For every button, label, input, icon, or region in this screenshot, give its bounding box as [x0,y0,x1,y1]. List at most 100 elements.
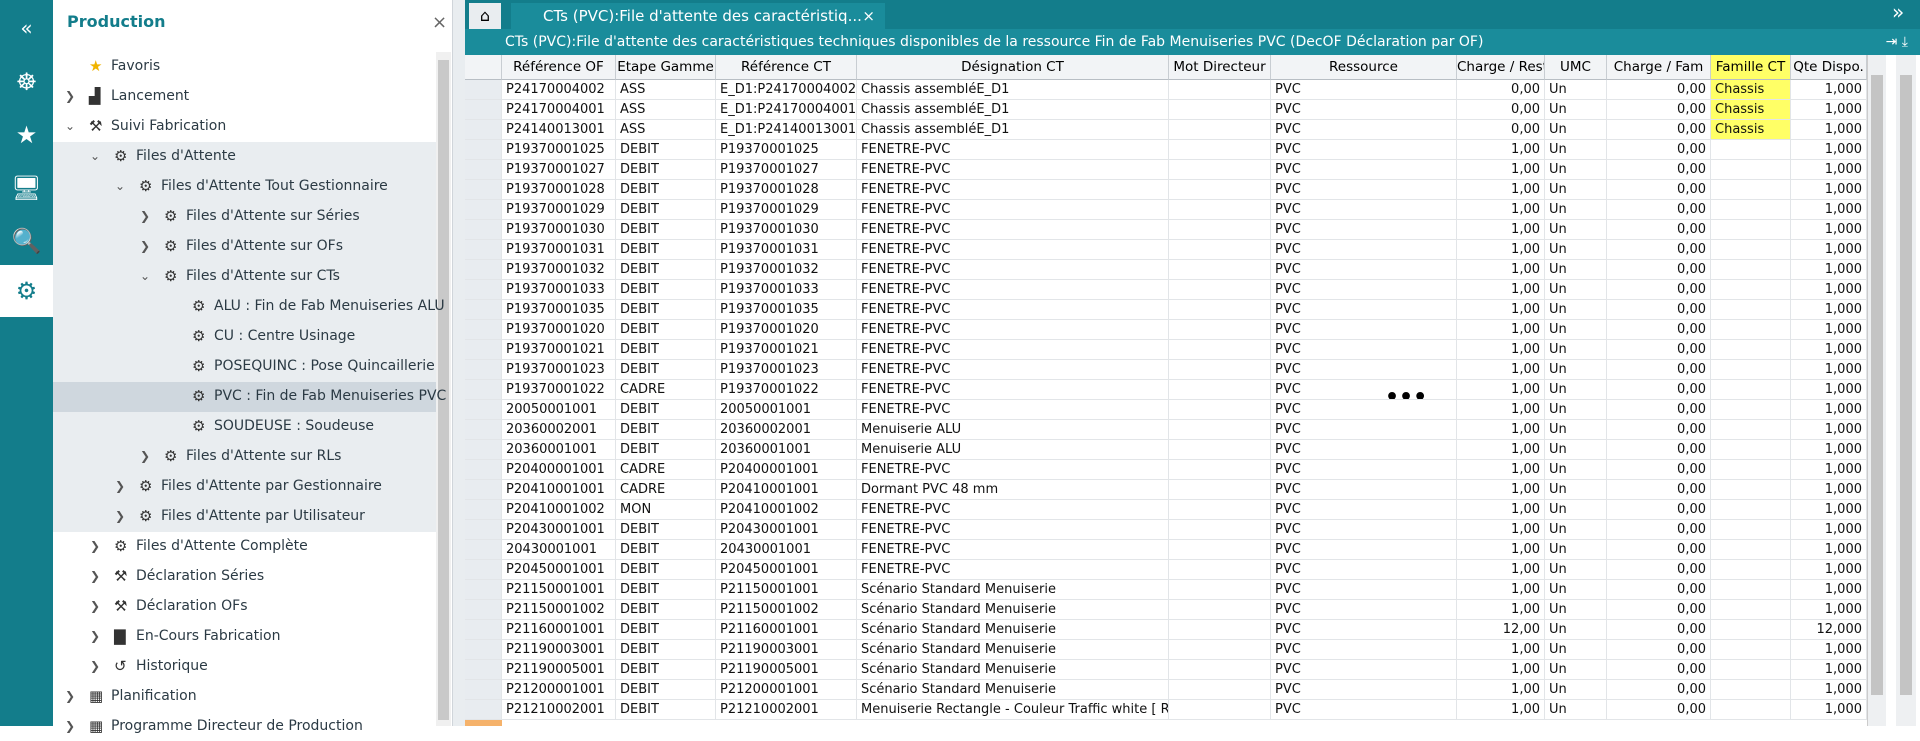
tree-item[interactable]: Planification [111,688,197,704]
side-icon[interactable]: ★ [15,121,38,149]
row-selector[interactable] [465,700,502,720]
tree-chevron[interactable]: ❯ [65,689,76,703]
tree-item[interactable]: Suivi Fabrication [111,118,227,134]
column-header[interactable]: UMC [1545,55,1607,80]
row-selector[interactable] [465,540,502,560]
column-header[interactable]: Référence CT [716,55,857,80]
row-selector[interactable] [465,140,502,160]
grid-cell: PVC [1271,180,1457,200]
grid-cell: 0,00 [1607,420,1711,440]
tree-item[interactable]: Files d'Attente sur OFs [186,238,343,254]
column-header[interactable]: Référence OF [502,55,616,80]
tree-item[interactable]: POSEQUINC : Pose Quincaillerie [214,358,435,374]
tree-chevron[interactable]: ⌄ [140,269,151,283]
row-selector[interactable] [465,580,502,600]
row-selector[interactable] [465,420,502,440]
tree-item[interactable]: SOUDEUSE : Soudeuse [214,418,374,434]
row-selector[interactable] [465,100,502,120]
column-header[interactable]: Qte Dispo. [1791,55,1867,80]
tree-chevron[interactable]: ❯ [65,719,76,733]
tree-item[interactable]: Files d'Attente par Utilisateur [161,508,365,524]
row-selector[interactable] [465,80,502,100]
row-selector[interactable] [465,620,502,640]
row-selector[interactable] [465,560,502,580]
row-selector[interactable] [465,460,502,480]
tree-item[interactable]: Files d'Attente Complète [136,538,308,554]
tree-item[interactable]: Déclaration Séries [136,568,265,584]
tree-item[interactable]: CU : Centre Usinage [214,328,356,344]
grid-cell: DEBIT [616,280,716,300]
column-header[interactable]: Etape Gamme [616,55,716,80]
column-header[interactable]: Désignation CT [857,55,1169,80]
row-selector[interactable] [465,640,502,660]
tree-chevron[interactable]: ⌄ [65,119,76,133]
tree-chevron[interactable]: ⌄ [115,179,126,193]
row-selector[interactable] [465,380,502,400]
splitter[interactable] [453,0,465,726]
side-icon[interactable]: ⚙ [0,265,53,317]
column-header[interactable]: Ressource [1271,55,1457,80]
tree-chevron[interactable]: ❯ [90,629,101,643]
row-selector[interactable] [465,400,502,420]
row-selector[interactable] [465,280,502,300]
tree-chevron[interactable]: ❯ [140,209,151,223]
tree-chevron[interactable]: ❯ [115,509,126,523]
column-header[interactable]: Charge / Fam [1607,55,1711,80]
side-icon[interactable]: « [20,16,33,40]
tree-chevron[interactable]: ❯ [115,479,126,493]
tree-chevron[interactable]: ❯ [90,539,101,553]
row-selector[interactable] [465,180,502,200]
tree-chevron[interactable]: ❯ [140,449,151,463]
row-selector[interactable] [465,660,502,680]
tree-item[interactable]: Favoris [111,58,161,74]
tree-chevron[interactable]: ❯ [90,659,101,673]
tree-item[interactable]: ALU : Fin de Fab Menuiseries ALU [214,298,445,314]
row-selector[interactable] [465,160,502,180]
tree-chevron[interactable]: ❯ [90,569,101,583]
nav-close[interactable]: × [432,12,448,33]
row-selector[interactable] [465,220,502,240]
row-selector[interactable] [465,120,502,140]
row-selector[interactable] [465,320,502,340]
column-header[interactable]: Famille CT [1711,55,1791,80]
tree-item[interactable]: Déclaration OFs [136,598,248,614]
tree-item[interactable]: Historique [136,658,208,674]
tree-item[interactable]: Lancement [111,88,190,104]
side-icon[interactable]: 🖥 [11,174,42,202]
row-selector[interactable] [465,200,502,220]
grid-cell: Un [1545,380,1607,400]
row-selector[interactable] [465,520,502,540]
tree-item[interactable]: Files d'Attente sur Séries [186,208,360,224]
column-header[interactable]: Mot Directeur [1169,55,1271,80]
row-selector[interactable] [465,340,502,360]
tree-chevron[interactable]: ❯ [65,89,76,103]
row-selector[interactable] [465,260,502,280]
tree-item[interactable]: Files d'Attente sur CTs [186,268,340,284]
tree-chevron[interactable]: ❯ [90,599,101,613]
active-tab[interactable]: CTs (PVC):File d'attente des caractérist… [511,3,885,29]
side-icon[interactable]: 🔍 [11,227,42,255]
home-tab[interactable]: ⌂ [469,3,501,29]
tree-item[interactable]: Programme Directeur de Production [111,718,363,734]
tab-close[interactable]: × [862,7,875,25]
tree-item[interactable]: En-Cours Fabrication [136,628,281,644]
row-selector[interactable] [465,300,502,320]
side-icon[interactable]: ☸ [15,68,38,96]
tree-item[interactable]: PVC : Fin de Fab Menuiseries PVC [214,388,447,404]
row-selector[interactable] [465,480,502,500]
row-selector[interactable] [465,680,502,700]
row-selector[interactable] [465,240,502,260]
row-selector[interactable] [465,500,502,520]
row-selector[interactable] [465,360,502,380]
tree-item[interactable]: Files d'Attente Tout Gestionnaire [161,178,388,194]
column-header[interactable]: Charge / Reste [1457,55,1545,80]
tab-overflow[interactable]: » [1892,0,1905,24]
tree-item[interactable]: Files d'Attente par Gestionnaire [161,478,382,494]
tree-chevron[interactable]: ❯ [140,239,151,253]
more-indicator[interactable]: ••• [1385,385,1428,410]
tree-item[interactable]: Files d'Attente sur RLs [186,448,342,464]
row-selector[interactable] [465,440,502,460]
row-selector[interactable] [465,600,502,620]
tree-item[interactable]: Files d'Attente [136,148,236,164]
tree-chevron[interactable]: ⌄ [90,149,101,163]
